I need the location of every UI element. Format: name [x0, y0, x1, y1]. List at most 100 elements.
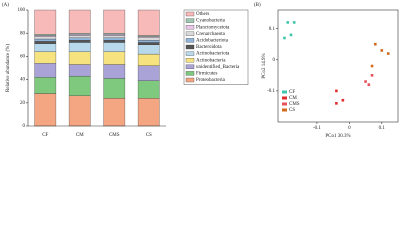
- point: [289, 33, 293, 37]
- bar-segment: [137, 98, 160, 127]
- point: [292, 21, 296, 24]
- bar-segment: [68, 40, 91, 43]
- bar-segment: [68, 33, 91, 35]
- x-tick-label: -0.1: [313, 126, 321, 131]
- bar-segment: [34, 38, 57, 42]
- bar-segment: [103, 34, 126, 36]
- legend-swatch: [185, 38, 195, 43]
- legend-swatch: [185, 44, 195, 50]
- bar-segment: [34, 36, 57, 40]
- bar-segment: [103, 64, 126, 79]
- legend-box: [183, 9, 249, 85]
- legend-swatch: [282, 96, 287, 100]
- legend-swatch: [185, 64, 195, 69]
- legend-swatch: [185, 11, 195, 17]
- point: [373, 42, 377, 46]
- legend-swatch: [185, 31, 195, 36]
- x-tick-label: CM: [76, 133, 84, 138]
- bar-segment: [137, 40, 160, 43]
- bar-segment: [103, 37, 126, 41]
- legend-swatch: [185, 18, 195, 23]
- legend-swatch: [282, 102, 287, 106]
- legend-label: Planctomycetota: [196, 25, 230, 30]
- legend-label: Actinobacteria: [196, 58, 226, 63]
- legend-swatch: [282, 90, 287, 94]
- bar-segment: [34, 63, 57, 78]
- y-tick-label: 0: [273, 58, 276, 63]
- bar-segment: [68, 75, 91, 96]
- legend-label: Proteobacteria: [196, 78, 226, 83]
- point: [364, 80, 367, 83]
- y-tick-label: 100: [18, 8, 26, 13]
- bar-segment: [137, 65, 160, 81]
- bar-segment: [137, 37, 160, 41]
- bar-segment: [137, 9, 160, 36]
- panel-label: (A): [2, 3, 9, 8]
- point: [341, 98, 345, 102]
- x-tick-label: CF: [42, 133, 48, 138]
- bar-segment: [103, 78, 126, 99]
- bar-segment: [34, 77, 57, 94]
- bar-segment: [137, 53, 160, 66]
- bar-segment: [68, 51, 91, 65]
- legend-swatch: [185, 25, 195, 30]
- point: [367, 83, 371, 86]
- legend-label: CS: [289, 108, 295, 113]
- x-tick-label: CS: [146, 133, 152, 138]
- plot-frame: [277, 9, 399, 123]
- y-tick-label: 80: [20, 31, 26, 36]
- bar-segment: [103, 35, 126, 38]
- bar-segment: [103, 9, 126, 34]
- bar-segment: [34, 93, 57, 127]
- legend-label: Others: [196, 12, 209, 17]
- x-tick-label: CMS: [109, 133, 120, 138]
- bar-segment: [68, 64, 91, 77]
- legend-swatch: [185, 71, 195, 76]
- point: [386, 52, 390, 55]
- legend-label: CF: [289, 90, 295, 95]
- bar-segment: [137, 42, 160, 45]
- bar-segment: [34, 35, 57, 37]
- x-tick-label: 0.1: [379, 126, 386, 131]
- legend-label: CMS: [289, 102, 300, 107]
- point: [283, 36, 286, 40]
- legend-label: Acidobacteriota: [196, 39, 229, 44]
- bar-segment: [137, 36, 160, 38]
- bar-segment: [68, 35, 91, 38]
- bar-segment: [103, 42, 126, 52]
- bar-segment: [68, 34, 91, 36]
- page: {"chart_data": [ {"type": "bar", "stacke…: [2, 3, 399, 140]
- x-axis-label: PCo1 30.3%: [325, 134, 350, 139]
- point: [370, 64, 374, 68]
- bar-segment: [68, 9, 91, 34]
- legend-label: Crenarchaeota: [196, 32, 226, 37]
- y-axis-label: PCo2 14.9%: [262, 53, 267, 78]
- point: [335, 102, 338, 105]
- legend-swatch: [282, 108, 287, 112]
- legend-swatch: [185, 58, 195, 63]
- point: [286, 21, 290, 24]
- y-tick-label: 0: [23, 124, 26, 129]
- axes: [27, 10, 166, 127]
- bar-segment: [68, 42, 91, 52]
- y-tick-label: 0.1: [269, 27, 276, 32]
- bar-segment: [68, 95, 91, 127]
- bar-segment: [68, 37, 91, 41]
- legend-swatch: [185, 77, 195, 83]
- legend-label: Bacteroidota: [196, 45, 222, 50]
- bar-segment: [137, 80, 160, 99]
- bar-segment: [103, 40, 126, 43]
- y-tick-label: 60: [20, 55, 26, 60]
- legend-label: Cyanobacteria: [196, 19, 226, 24]
- bar-segment: [34, 9, 57, 35]
- point: [380, 49, 384, 52]
- y-tick-label: -0.1: [267, 89, 275, 94]
- legend-label: Firmicutes: [196, 72, 217, 77]
- bar-segment: [34, 51, 57, 64]
- bar-segment: [34, 43, 57, 52]
- bar-segment: [34, 41, 57, 44]
- bar-segment: [137, 44, 160, 55]
- y-tick-label: 40: [20, 78, 26, 83]
- point: [335, 89, 338, 93]
